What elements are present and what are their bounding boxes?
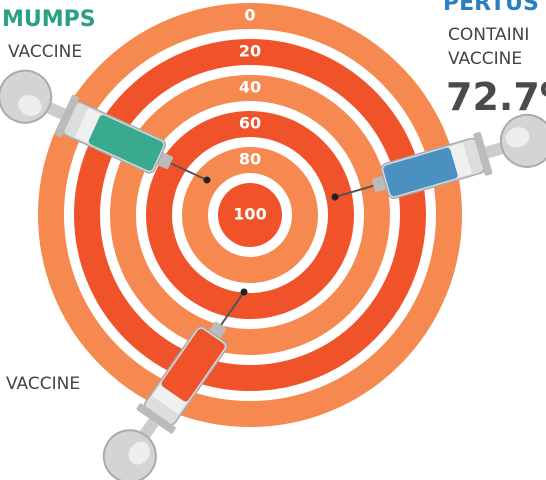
bottom-subtitle: VACCINE xyxy=(6,374,80,394)
ring-label: 0 xyxy=(244,6,255,25)
ring-label: 80 xyxy=(239,150,261,169)
pertussis-title: PERTUS xyxy=(443,0,539,16)
ring-label: 100 xyxy=(233,205,266,224)
pertussis-subtitle-1: CONTAINI xyxy=(448,25,529,45)
ring-label: 60 xyxy=(239,114,261,133)
pertussis-subtitle-2: VACCINE xyxy=(448,49,522,69)
target: 0 20 40 60 80 100 xyxy=(51,6,449,415)
mumps-title: MUMPS xyxy=(2,7,96,32)
ring-label: 20 xyxy=(239,42,261,61)
ring-label: 40 xyxy=(239,78,261,97)
infographic: 0 20 40 60 80 100 MUMPS VACCINE PERTUS CONTAI… xyxy=(0,0,546,480)
pertussis-stat: 72.7% xyxy=(446,75,546,119)
mumps-subtitle: VACCINE xyxy=(8,42,82,62)
